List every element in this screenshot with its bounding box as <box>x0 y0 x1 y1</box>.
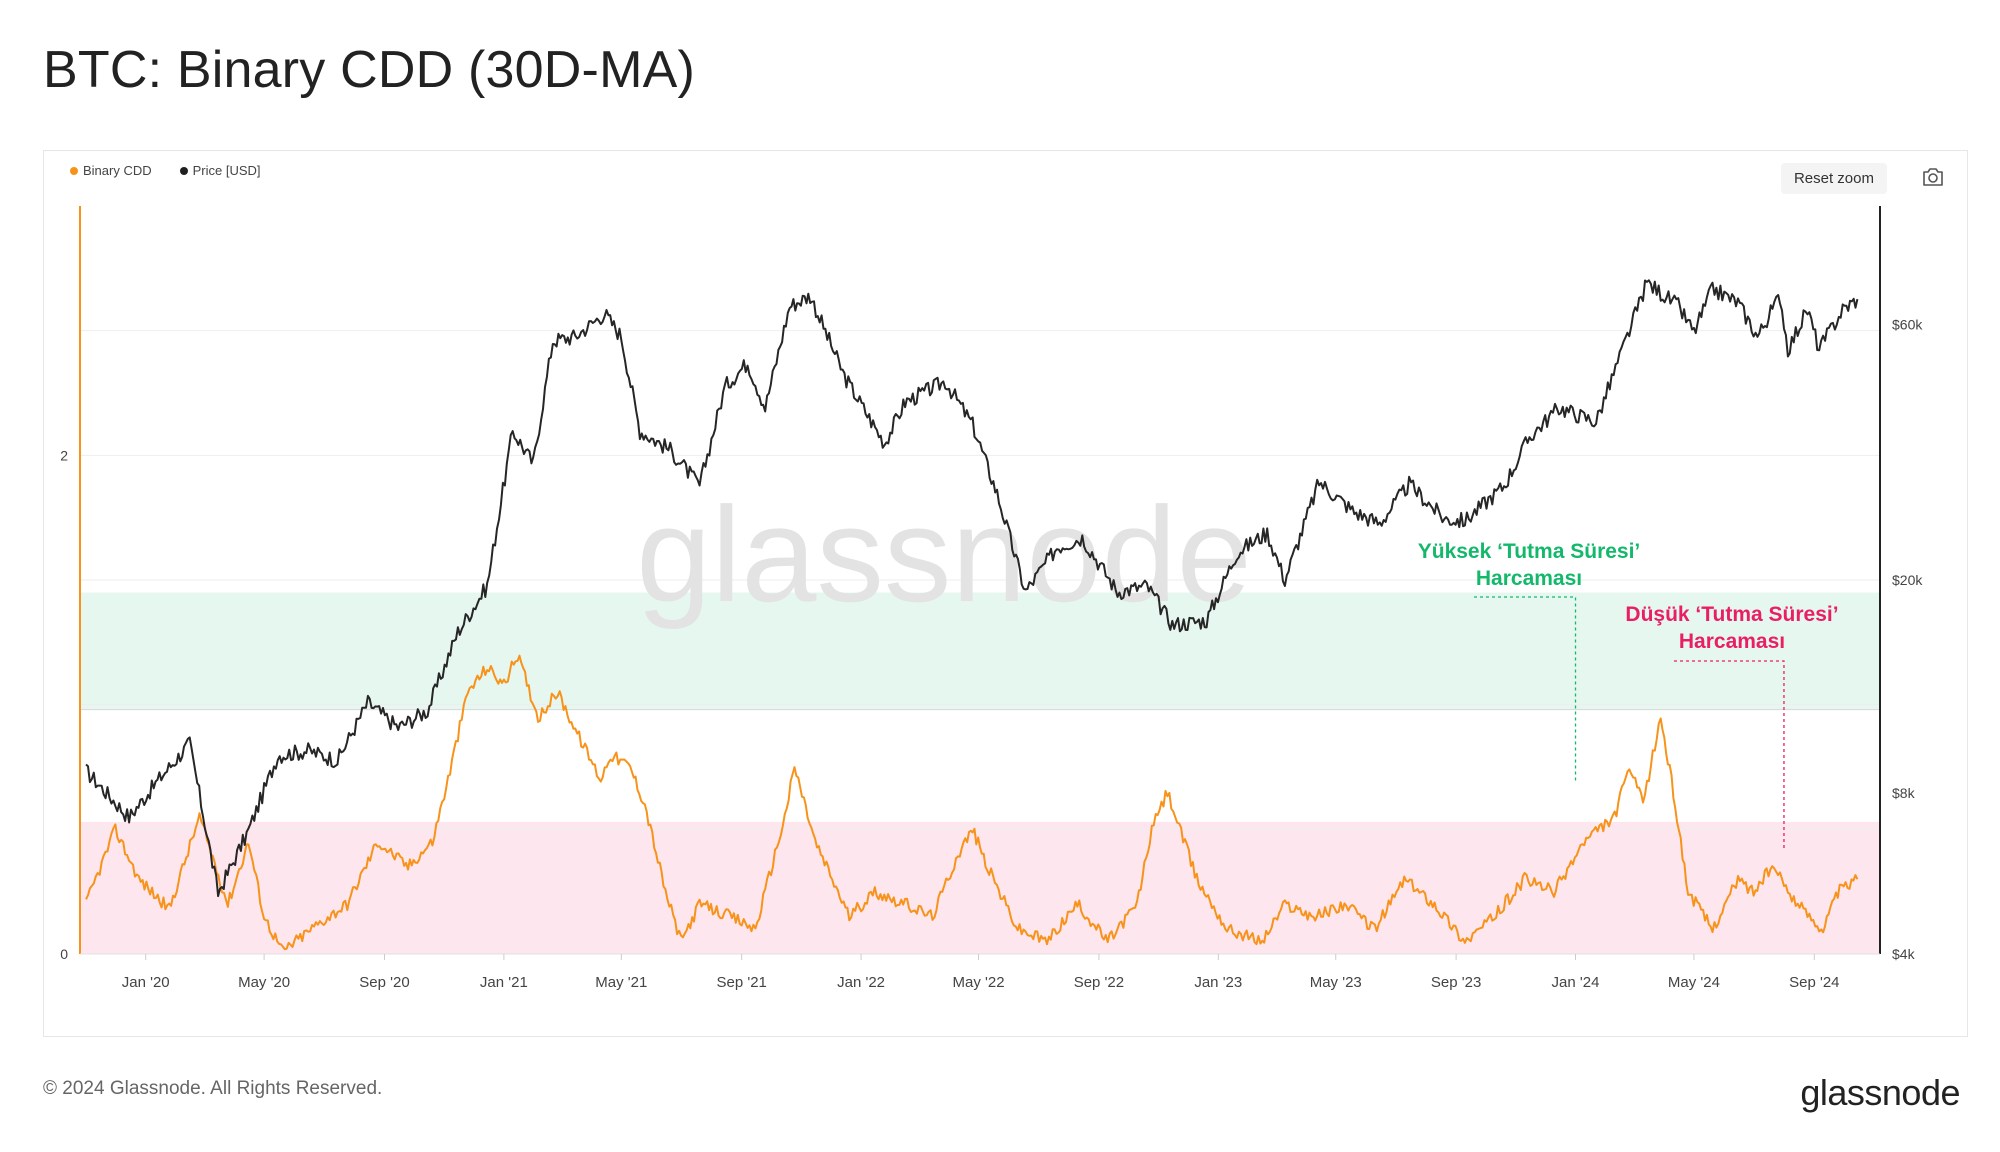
x-tick-label-6: Jan '22 <box>837 974 885 991</box>
y-right-tick-0: $4k <box>1892 946 1916 962</box>
copyright-text: © 2024 Glassnode. All Rights Reserved. <box>43 1078 383 1099</box>
x-tick-label-4: May '21 <box>595 974 647 991</box>
reset-zoom-button[interactable]: Reset zoom <box>1780 163 1887 194</box>
green-zone <box>80 592 1880 710</box>
x-tick-label-1: May '20 <box>238 974 290 991</box>
y-right-tick-3: $60k <box>1892 317 1923 333</box>
y-right-tick-1: $8k <box>1892 785 1916 801</box>
chart-canvas[interactable]: glassnode 0 2 $4k $8k $20k $60k Jan '20 May '20 S… <box>44 151 1967 1036</box>
x-tick-label-13: May '24 <box>1668 974 1720 991</box>
legend-label-price: Price [USD] <box>192 163 261 178</box>
y-left-tick-1: 2 <box>60 447 68 463</box>
x-tick-label-14: Sep '24 <box>1789 974 1839 991</box>
x-tick-label-8: Sep '22 <box>1074 974 1124 991</box>
series-price-line <box>85 279 1859 898</box>
y-right-tick-2: $20k <box>1892 572 1923 588</box>
legend-item-price[interactable]: Price [USD] <box>179 163 261 178</box>
x-tick-label-11: Sep '23 <box>1431 974 1481 991</box>
chart-frame: glassnode 0 2 $4k $8k $20k $60k Jan '20 May '20 S… <box>43 150 1968 1037</box>
x-tick-label-10: May '23 <box>1310 974 1362 991</box>
legend-item-binary-cdd[interactable]: Binary CDD <box>70 163 152 178</box>
x-tick-label-12: Jan '24 <box>1552 974 1600 991</box>
x-tick-label-2: Sep '20 <box>359 974 409 991</box>
camera-icon[interactable] <box>1921 167 1945 187</box>
x-tick-label-7: May '22 <box>953 974 1005 991</box>
annotation-high-label-line1: Yüksek ‘Tutma Süresi’ <box>1418 540 1641 563</box>
legend-dot-binary-cdd <box>70 166 78 175</box>
pink-zone <box>80 821 1880 954</box>
annotation-low-leader <box>1674 660 1785 848</box>
annotation-low-label-line2: Harcaması <box>1679 630 1785 653</box>
chart-legend: Binary CDD Price [USD] <box>70 163 261 178</box>
x-tick-label-9: Jan '23 <box>1194 974 1242 991</box>
x-tick-label-5: Sep '21 <box>716 974 766 991</box>
series-binary-cdd-line <box>85 654 1859 951</box>
legend-label-binary-cdd: Binary CDD <box>83 163 152 178</box>
x-tick-label-3: Jan '21 <box>480 974 528 991</box>
glassnode-logo: glassnode <box>1800 1072 1960 1113</box>
y-left-tick-0: 0 <box>60 946 68 962</box>
x-tick-label-0: Jan '20 <box>122 974 170 991</box>
legend-dot-price <box>179 166 188 175</box>
annotation-high-label-line2: Harcaması <box>1476 567 1582 590</box>
watermark: glassnode <box>636 479 1251 630</box>
annotation-low-label-line1: Düşük ‘Tutma Süresi’ <box>1625 603 1838 626</box>
page-title: BTC: Binary CDD (30D-MA) <box>43 41 695 99</box>
